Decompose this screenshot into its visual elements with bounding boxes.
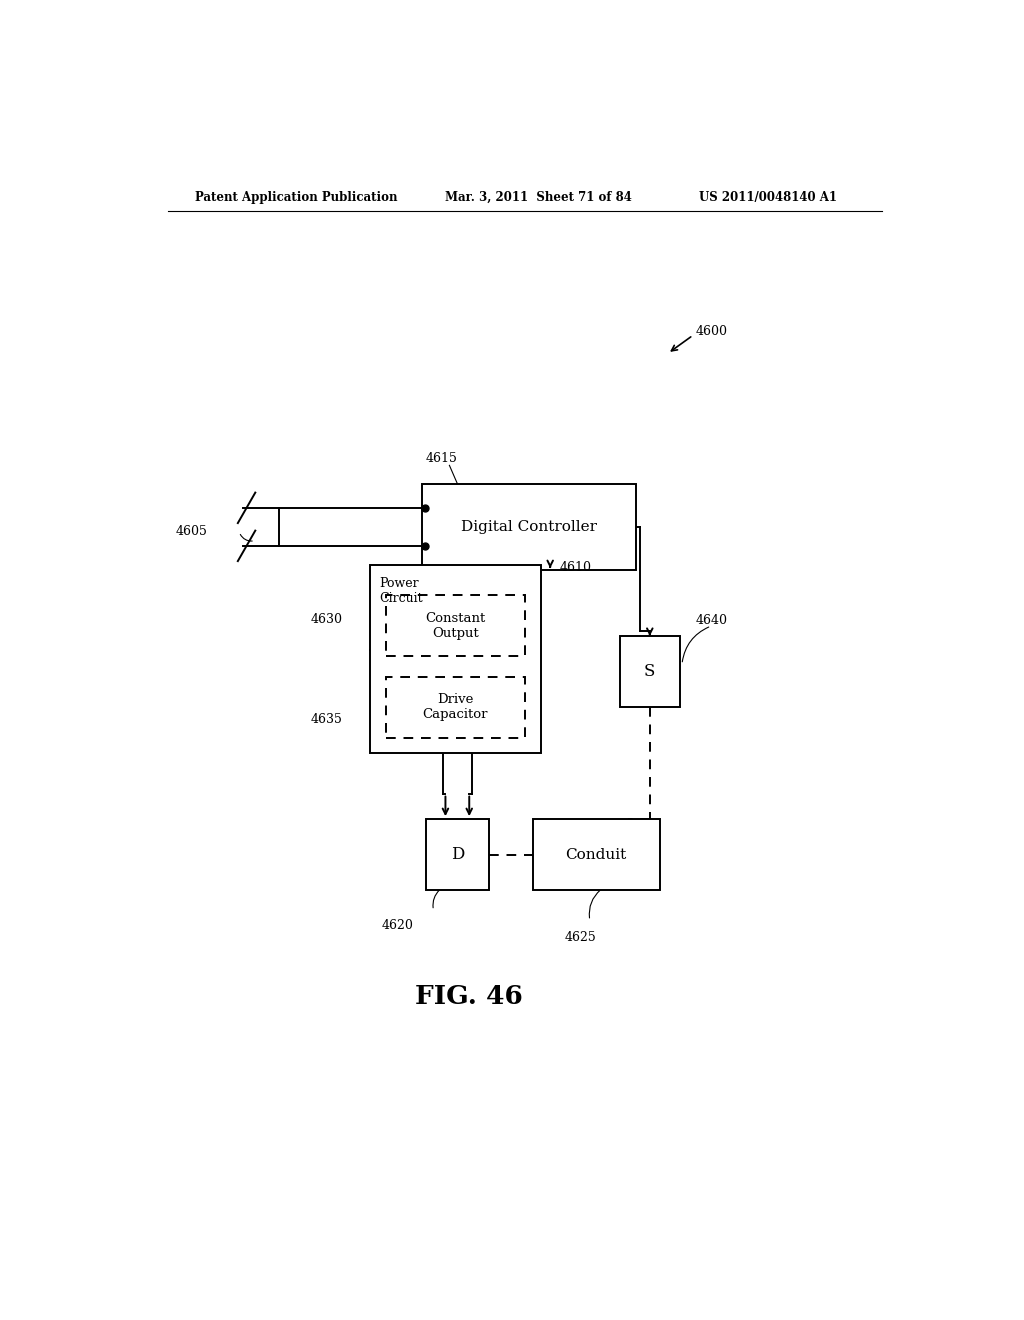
Bar bbox=[386, 677, 524, 738]
Bar bbox=[386, 595, 524, 656]
Text: S: S bbox=[644, 663, 655, 680]
Text: 4620: 4620 bbox=[382, 919, 414, 932]
Text: Conduit: Conduit bbox=[565, 847, 627, 862]
FancyArrowPatch shape bbox=[433, 890, 439, 908]
Text: 4640: 4640 bbox=[695, 614, 727, 627]
FancyArrowPatch shape bbox=[379, 725, 387, 733]
FancyArrowPatch shape bbox=[241, 535, 252, 541]
FancyArrowPatch shape bbox=[682, 627, 709, 661]
Text: 4610: 4610 bbox=[560, 561, 592, 574]
Bar bbox=[422, 483, 636, 570]
Text: Constant
Output: Constant Output bbox=[425, 612, 485, 640]
Text: Mar. 3, 2011  Sheet 71 of 84: Mar. 3, 2011 Sheet 71 of 84 bbox=[445, 190, 632, 203]
Bar bbox=[620, 636, 680, 708]
Text: 4635: 4635 bbox=[310, 713, 342, 726]
FancyArrowPatch shape bbox=[378, 626, 387, 647]
Bar bbox=[532, 818, 659, 890]
Text: 4615: 4615 bbox=[426, 453, 458, 466]
Text: 4630: 4630 bbox=[310, 614, 342, 627]
Text: Drive
Capacitor: Drive Capacitor bbox=[423, 693, 488, 721]
Text: 4600: 4600 bbox=[695, 325, 727, 338]
Text: D: D bbox=[451, 846, 464, 863]
Bar bbox=[370, 565, 541, 752]
FancyArrowPatch shape bbox=[589, 890, 600, 917]
Bar bbox=[426, 818, 489, 890]
Text: Digital Controller: Digital Controller bbox=[461, 520, 597, 533]
Text: Patent Application Publication: Patent Application Publication bbox=[196, 190, 398, 203]
Text: 4605: 4605 bbox=[175, 525, 207, 539]
Text: US 2011/0048140 A1: US 2011/0048140 A1 bbox=[699, 190, 838, 203]
Text: 4625: 4625 bbox=[564, 931, 596, 944]
Text: Power
Circuit: Power Circuit bbox=[380, 577, 423, 605]
Text: FIG. 46: FIG. 46 bbox=[416, 985, 523, 1010]
